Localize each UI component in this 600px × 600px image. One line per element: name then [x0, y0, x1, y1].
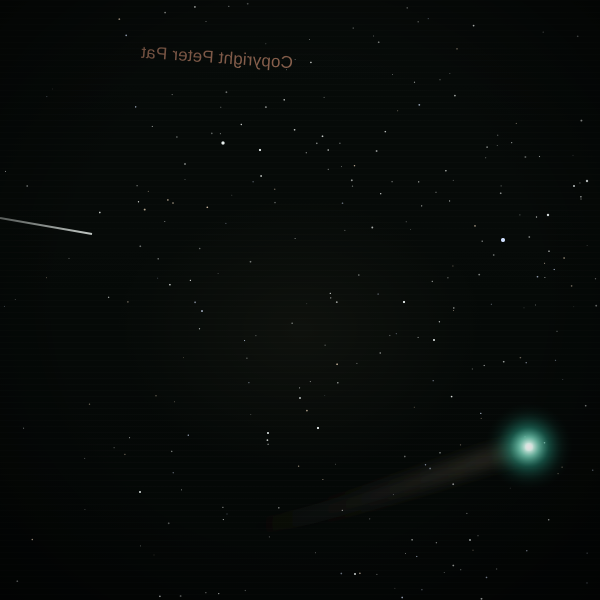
comet-nucleus [525, 443, 533, 451]
comet-tail [215, 440, 530, 540]
